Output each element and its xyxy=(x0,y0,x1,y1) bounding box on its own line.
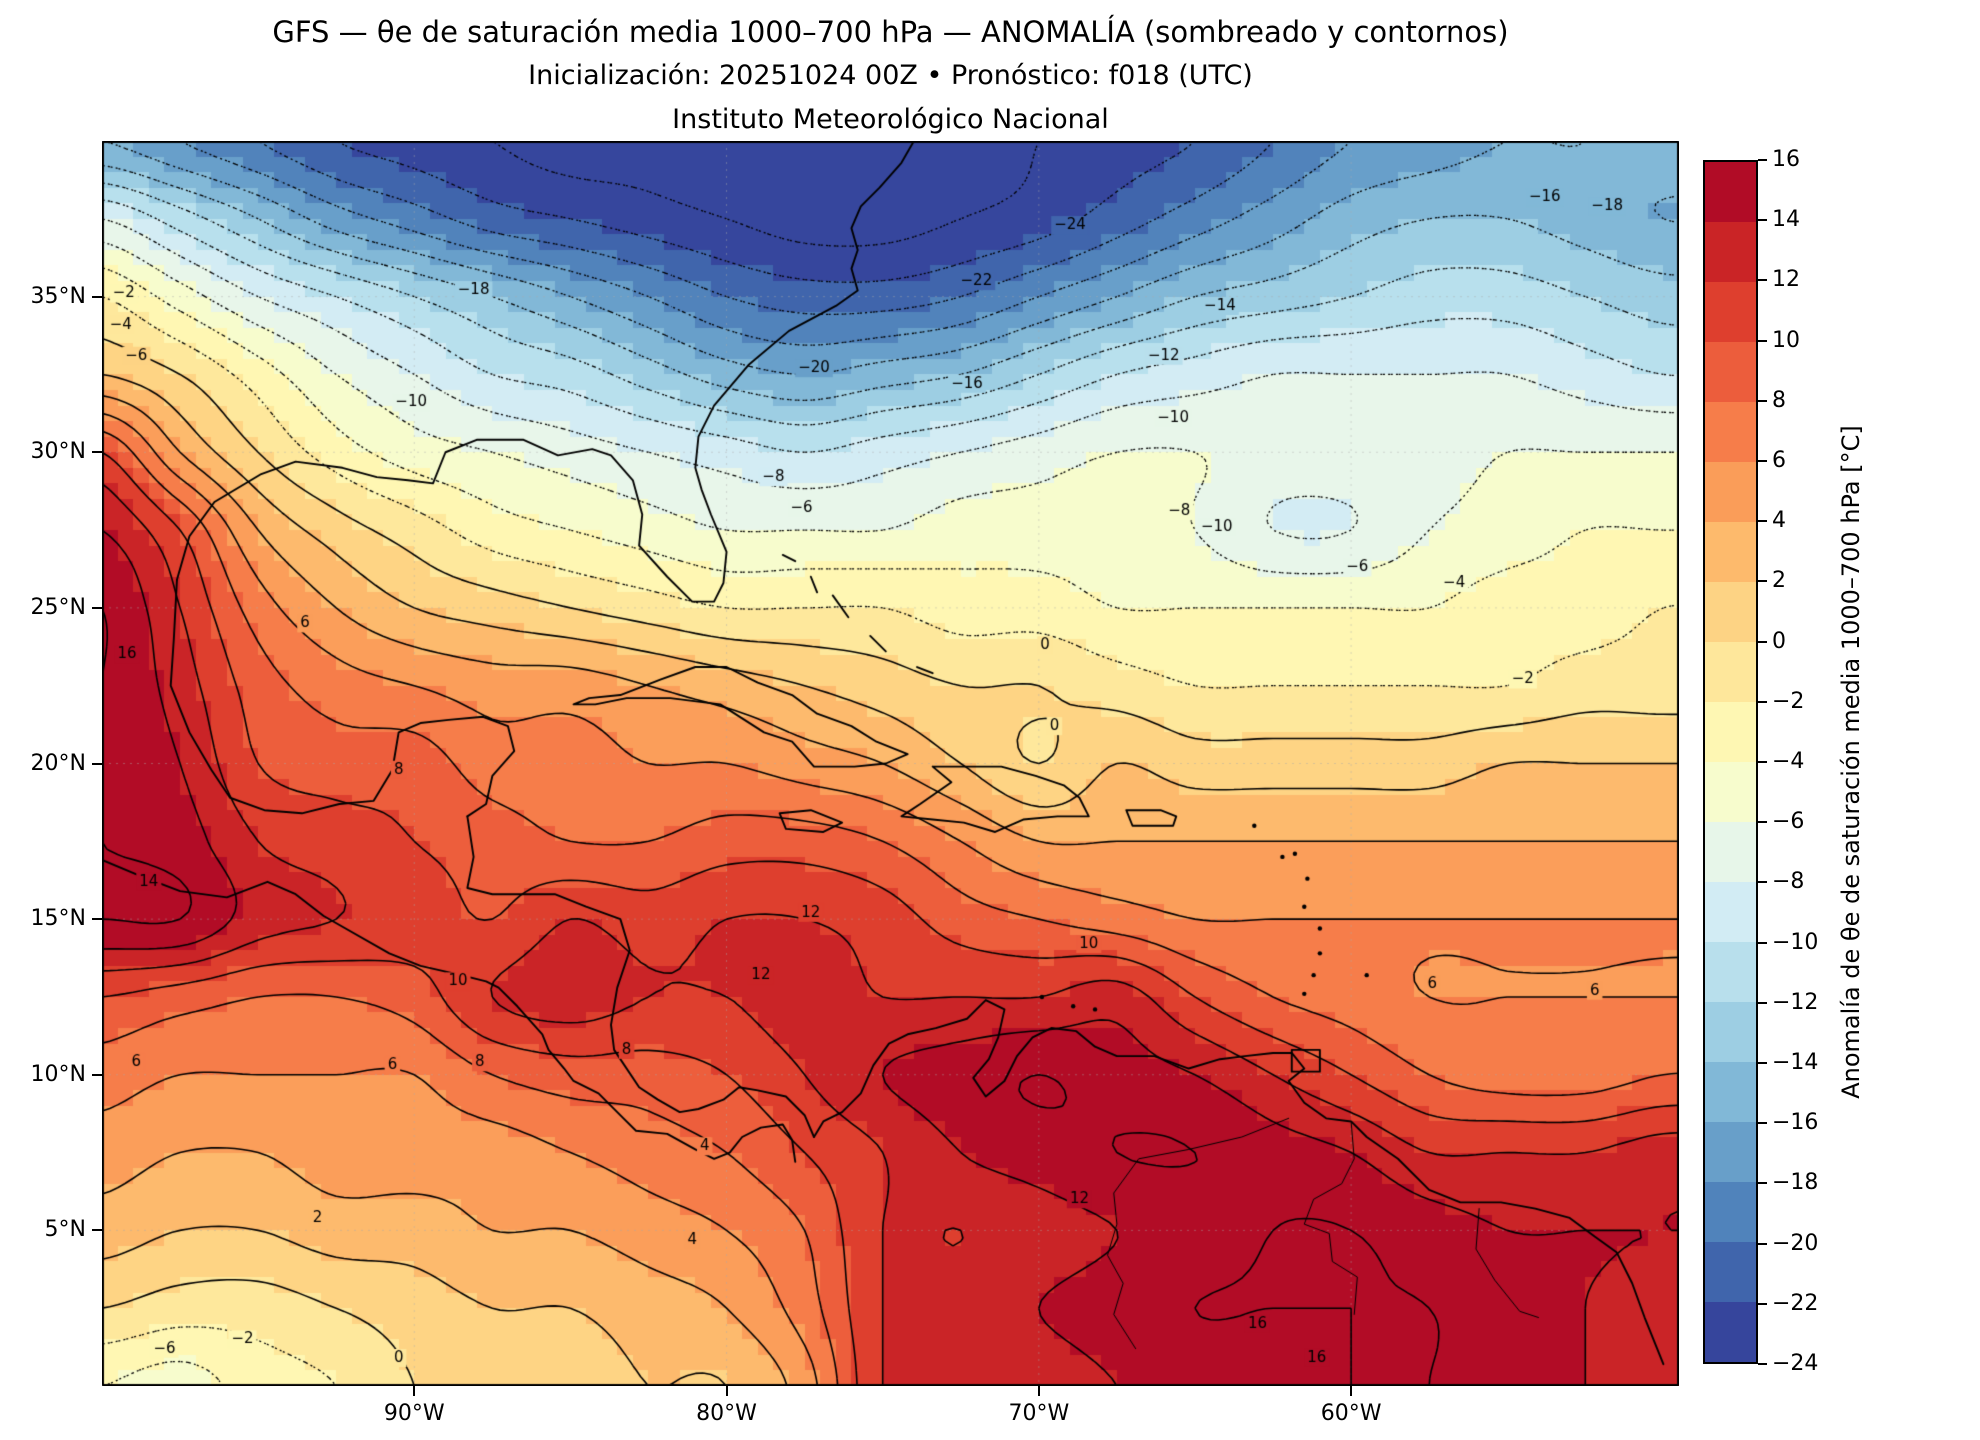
y-tick-label: 25°N xyxy=(30,594,86,620)
colorbar-cell xyxy=(1705,1182,1756,1242)
colorbar-tick-mark xyxy=(1758,1363,1767,1365)
colorbar-tick-label: 6 xyxy=(1772,448,1786,473)
colorbar-cell xyxy=(1705,1242,1756,1302)
colorbar-tick-mark xyxy=(1758,159,1767,161)
chart-title: GFS — θe de saturación media 1000–700 hP… xyxy=(272,15,1509,49)
colorbar-tick-mark xyxy=(1758,219,1767,222)
x-tick-label: 60°W xyxy=(1320,1401,1382,1426)
colorbar-tick-label: 12 xyxy=(1772,267,1800,293)
colorbar-tick-label: −20 xyxy=(1772,1230,1819,1256)
colorbar-tick-mark xyxy=(1758,1302,1767,1305)
colorbar-tick-label: 16 xyxy=(1772,147,1800,172)
colorbar-tick-label: −14 xyxy=(1772,1050,1819,1075)
y-tick-mark xyxy=(92,451,102,454)
colorbar-tick-mark xyxy=(1758,881,1767,884)
colorbar-tick-label: −8 xyxy=(1772,869,1805,895)
y-tick-label: 5°N xyxy=(44,1217,86,1243)
anomaly-map-canvas xyxy=(102,141,1679,1386)
x-tick-mark xyxy=(413,1386,416,1396)
colorbar-cell xyxy=(1705,882,1756,942)
x-tick-mark xyxy=(725,1386,728,1396)
y-tick-label: 35°N xyxy=(30,283,86,309)
colorbar xyxy=(1703,160,1758,1364)
colorbar-cell xyxy=(1705,222,1756,282)
colorbar-cell xyxy=(1705,942,1756,1002)
colorbar-cell xyxy=(1705,762,1756,822)
colorbar-tick-label: 2 xyxy=(1772,568,1786,594)
colorbar-cell xyxy=(1705,342,1756,402)
colorbar-tick-mark xyxy=(1758,700,1767,703)
colorbar-tick-mark xyxy=(1758,1242,1767,1245)
colorbar-cell xyxy=(1705,162,1756,222)
colorbar-tick-mark xyxy=(1758,279,1767,282)
y-tick-mark xyxy=(92,1229,102,1232)
colorbar-tick-mark xyxy=(1758,1182,1767,1185)
colorbar-tick-label: −22 xyxy=(1772,1290,1819,1316)
colorbar-tick-mark xyxy=(1758,460,1767,462)
y-tick-label: 15°N xyxy=(30,906,86,932)
colorbar-tick-mark xyxy=(1758,821,1767,824)
colorbar-cell xyxy=(1705,1122,1756,1182)
y-tick-label: 20°N xyxy=(30,750,86,776)
colorbar-tick-label: 8 xyxy=(1772,387,1786,413)
colorbar-cell xyxy=(1705,462,1756,522)
x-tick-mark xyxy=(1037,1386,1040,1396)
colorbar-tick-mark xyxy=(1758,941,1767,944)
colorbar-cell xyxy=(1705,1302,1756,1362)
colorbar-cell xyxy=(1705,1062,1756,1122)
x-tick-label: 80°W xyxy=(696,1401,757,1426)
y-tick-mark xyxy=(92,606,102,609)
colorbar-cell xyxy=(1705,702,1756,762)
chart-subtitle: Inicialización: 20251024 00Z • Pronóstic… xyxy=(528,60,1253,91)
title-block: GFS — θe de saturación media 1000–700 hP… xyxy=(102,10,1679,142)
y-tick-mark xyxy=(92,762,102,765)
colorbar-tick-label: −24 xyxy=(1772,1351,1819,1376)
y-tick-mark xyxy=(92,295,102,298)
colorbar-tick-label: −18 xyxy=(1772,1170,1819,1196)
colorbar-tick-mark xyxy=(1758,1062,1767,1064)
colorbar-tick-mark xyxy=(1758,1001,1767,1004)
colorbar-tick-label: 14 xyxy=(1772,207,1800,233)
colorbar-cell xyxy=(1705,282,1756,342)
colorbar-tick-label: −6 xyxy=(1772,809,1805,835)
colorbar-tick-mark xyxy=(1758,640,1767,643)
colorbar-cell xyxy=(1705,822,1756,882)
x-tick-label: 90°W xyxy=(383,1401,445,1426)
colorbar-tick-mark xyxy=(1758,761,1767,763)
x-tick-label: 70°W xyxy=(1008,1401,1070,1426)
x-tick-mark xyxy=(1350,1386,1353,1396)
colorbar-tick-label: 4 xyxy=(1772,508,1786,534)
chart-institution: Instituto Meteorológico Nacional xyxy=(672,104,1109,135)
colorbar-tick-label: 0 xyxy=(1772,628,1786,654)
colorbar-cell xyxy=(1705,522,1756,582)
colorbar-cell xyxy=(1705,642,1756,702)
colorbar-tick-label: −10 xyxy=(1772,929,1819,955)
colorbar-tick-label: −12 xyxy=(1772,989,1819,1015)
colorbar-tick-label: −16 xyxy=(1772,1110,1819,1136)
colorbar-tick-label: 10 xyxy=(1772,327,1800,353)
colorbar-tick-label: −2 xyxy=(1772,688,1805,714)
colorbar-tick-mark xyxy=(1758,339,1767,342)
y-tick-label: 10°N xyxy=(30,1061,86,1087)
colorbar-tick-mark xyxy=(1758,580,1767,583)
y-tick-mark xyxy=(92,1073,102,1076)
y-tick-label: 30°N xyxy=(30,439,86,465)
colorbar-tick-mark xyxy=(1758,1122,1767,1125)
colorbar-tick-label: −4 xyxy=(1772,749,1805,774)
colorbar-cell xyxy=(1705,402,1756,462)
y-tick-mark xyxy=(92,918,102,921)
colorbar-cell xyxy=(1705,1002,1756,1062)
colorbar-tick-mark xyxy=(1758,399,1767,402)
colorbar-tick-mark xyxy=(1758,520,1767,523)
colorbar-cell xyxy=(1705,582,1756,642)
